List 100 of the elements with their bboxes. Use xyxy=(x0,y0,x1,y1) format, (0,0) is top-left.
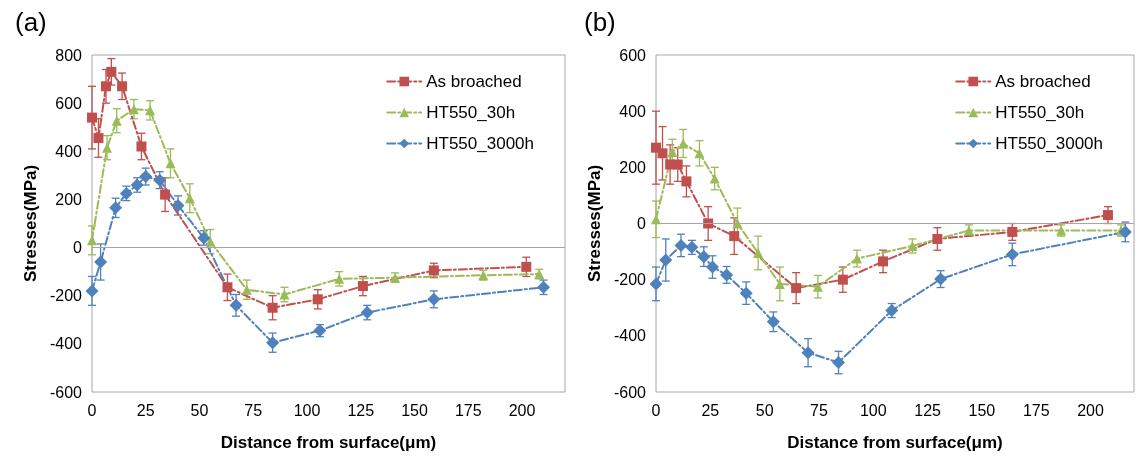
point xyxy=(753,247,764,258)
y-axis-title: Stresses(MPa) xyxy=(21,164,41,283)
x-tick-label: 125 xyxy=(914,401,942,419)
x-tick-label: 75 xyxy=(810,401,828,419)
chart-title: (a) xyxy=(15,7,47,37)
point xyxy=(160,189,171,200)
y-tick-label: -600 xyxy=(49,383,83,401)
point xyxy=(102,142,113,153)
point xyxy=(766,315,780,329)
y-tick-label: -200 xyxy=(49,287,83,305)
point xyxy=(878,256,889,267)
point xyxy=(732,218,743,229)
point xyxy=(229,298,243,312)
legend-label: HT550_3000h xyxy=(995,134,1104,153)
point xyxy=(94,255,108,269)
y-tick-label: 0 xyxy=(73,239,83,257)
x-tick-label: 150 xyxy=(401,401,428,419)
x-tick-label: 150 xyxy=(968,401,996,419)
y-tick-label: 600 xyxy=(55,94,83,112)
x-tick-label: 75 xyxy=(244,401,263,419)
y-tick-label: -400 xyxy=(613,327,647,345)
point xyxy=(1118,225,1132,239)
x-tick-label: 50 xyxy=(190,401,209,419)
point xyxy=(659,253,673,267)
point xyxy=(657,148,668,159)
point xyxy=(93,133,104,144)
y-tick-label: 400 xyxy=(619,102,647,120)
x-tick-label: 100 xyxy=(293,401,321,419)
y-tick-label: 800 xyxy=(55,46,83,64)
y-tick-label: -400 xyxy=(49,335,83,353)
point xyxy=(106,66,117,77)
legend-label: As broached xyxy=(426,72,522,91)
point xyxy=(651,214,661,225)
y-tick-label: -200 xyxy=(613,271,647,289)
point xyxy=(832,356,846,370)
point xyxy=(205,236,216,247)
point xyxy=(649,277,663,291)
x-tick-label: 0 xyxy=(87,401,97,419)
legend-label: As broached xyxy=(995,72,1091,91)
y-tick-label: 200 xyxy=(619,158,647,176)
point xyxy=(117,81,128,92)
point xyxy=(932,233,943,244)
point xyxy=(837,274,848,285)
y-tick-label: -600 xyxy=(613,383,647,401)
x-tick-label: 200 xyxy=(508,401,536,419)
x-tick-label: 175 xyxy=(454,401,482,419)
point xyxy=(694,148,705,159)
point xyxy=(729,231,740,242)
point xyxy=(705,260,719,274)
point xyxy=(801,346,815,360)
point xyxy=(709,173,720,184)
point xyxy=(128,104,139,115)
point xyxy=(312,294,323,305)
point xyxy=(1102,210,1113,221)
point xyxy=(774,278,785,289)
x-tick-label: 25 xyxy=(136,401,155,419)
x-tick-label: 175 xyxy=(1022,401,1050,419)
point xyxy=(109,201,123,215)
point xyxy=(171,198,185,212)
point xyxy=(681,176,692,187)
point xyxy=(87,235,97,246)
point xyxy=(184,193,195,204)
point xyxy=(674,238,688,252)
point xyxy=(165,158,176,169)
legend-label: HT550_30h xyxy=(995,103,1085,122)
point xyxy=(678,138,689,149)
x-axis-title: Distance from surface(μm) xyxy=(787,433,1003,452)
x-tick-label: 100 xyxy=(859,401,887,419)
point xyxy=(739,286,753,300)
x-tick-label: 25 xyxy=(701,401,720,419)
point xyxy=(851,253,862,264)
point xyxy=(267,302,278,313)
x-tick-label: 200 xyxy=(1077,401,1104,419)
x-tick-label: 0 xyxy=(651,401,661,419)
x-tick-label: 125 xyxy=(347,401,375,419)
point xyxy=(672,159,683,170)
point xyxy=(1005,247,1019,261)
x-tick-label: 50 xyxy=(755,401,774,419)
point xyxy=(791,283,802,294)
point xyxy=(697,250,711,264)
point xyxy=(703,218,714,229)
x-axis-title: Distance from surface(μm) xyxy=(220,433,437,452)
point xyxy=(85,284,99,298)
y-tick-label: 600 xyxy=(619,46,647,64)
y-axis-title: Stresses(MPa) xyxy=(585,164,605,283)
y-tick-label: 0 xyxy=(637,215,647,232)
point xyxy=(1007,226,1018,237)
point xyxy=(812,281,823,292)
legend-label: HT550_30h xyxy=(426,103,516,122)
chart-title: (b) xyxy=(584,7,616,37)
point xyxy=(100,81,111,92)
point xyxy=(111,115,122,126)
y-tick-label: 400 xyxy=(55,142,83,160)
legend-label: HT550_3000h xyxy=(426,134,535,153)
point xyxy=(145,105,156,116)
point xyxy=(241,284,252,295)
point xyxy=(136,141,147,152)
y-tick-label: 200 xyxy=(55,190,83,208)
point xyxy=(357,281,368,292)
point xyxy=(222,282,233,293)
